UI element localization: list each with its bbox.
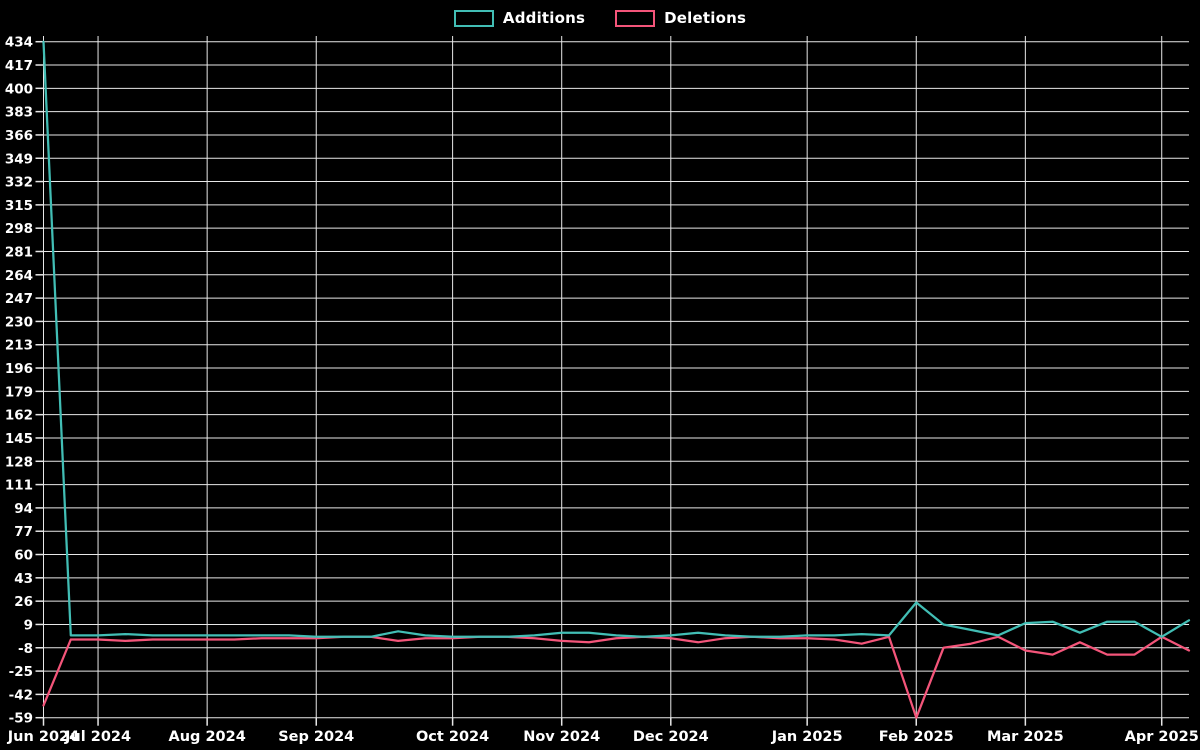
x-tick-label: Aug 2024 [168,729,245,745]
y-tick-label: 9 [24,617,33,633]
y-tick-label: 230 [5,314,33,330]
y-tick-label: 128 [5,454,33,470]
x-tick-label: Apr 2025 [1125,729,1199,745]
series-line-deletions [42,635,1191,719]
y-tick-label: -25 [9,664,33,680]
y-tick-label: 434 [5,35,33,51]
x-tick-label: Jul 2024 [64,729,131,745]
y-tick-label: 349 [5,151,33,167]
x-tick-label: Jun 2024 [7,729,79,745]
y-tick-label: 213 [5,338,33,354]
y-tick-label: 417 [5,58,33,74]
y-tick-label: 383 [5,105,33,121]
y-tick-label: 247 [5,291,33,307]
y-tick-label: -8 [18,641,33,657]
legend-item-additions[interactable]: Additions [453,9,586,27]
y-tick-label: 196 [5,361,33,377]
y-tick-label: 111 [5,478,33,494]
legend-item-deletions[interactable]: Deletions [615,9,746,27]
x-tick-label: Sep 2024 [278,729,354,745]
y-tick-label: 162 [5,408,33,424]
y-tick-label: 94 [14,501,33,517]
y-tick-label: 332 [5,175,33,191]
x-tick-label: Nov 2024 [523,729,600,745]
additions-legend-label: Additions [502,9,586,27]
y-tick-label: -59 [9,711,33,727]
series-layer [42,40,1191,719]
y-tick-label: 298 [5,221,33,237]
y-tick-label: 264 [5,268,33,284]
y-tick-label: 179 [5,384,33,400]
y-tick-label: 315 [5,198,33,214]
y-tick-label: 43 [14,571,33,587]
y-tick-label: 60 [14,548,33,564]
y-tick-label: 77 [14,524,33,540]
y-tick-label: 281 [5,244,33,260]
series-line-additions [42,40,1191,638]
x-tick-label: Oct 2024 [416,729,489,745]
y-tick-label: 145 [5,431,33,447]
additions-swatch-icon [453,9,494,27]
x-tick-label: Dec 2024 [633,729,709,745]
deletions-swatch-icon [615,9,656,27]
deletions-legend-label: Deletions [664,9,747,27]
x-tick-label: Feb 2025 [879,729,954,745]
chart-legend: Additions Deletions [0,6,1200,30]
y-tick-label: 400 [5,81,33,97]
y-tick-label: 366 [5,128,33,144]
x-tick-label: Mar 2025 [987,729,1064,745]
y-tick-label: 26 [14,594,33,610]
x-tick-label: Jan 2025 [771,729,843,745]
grid-layer [43,36,1189,719]
y-tick-label: -42 [9,687,33,703]
